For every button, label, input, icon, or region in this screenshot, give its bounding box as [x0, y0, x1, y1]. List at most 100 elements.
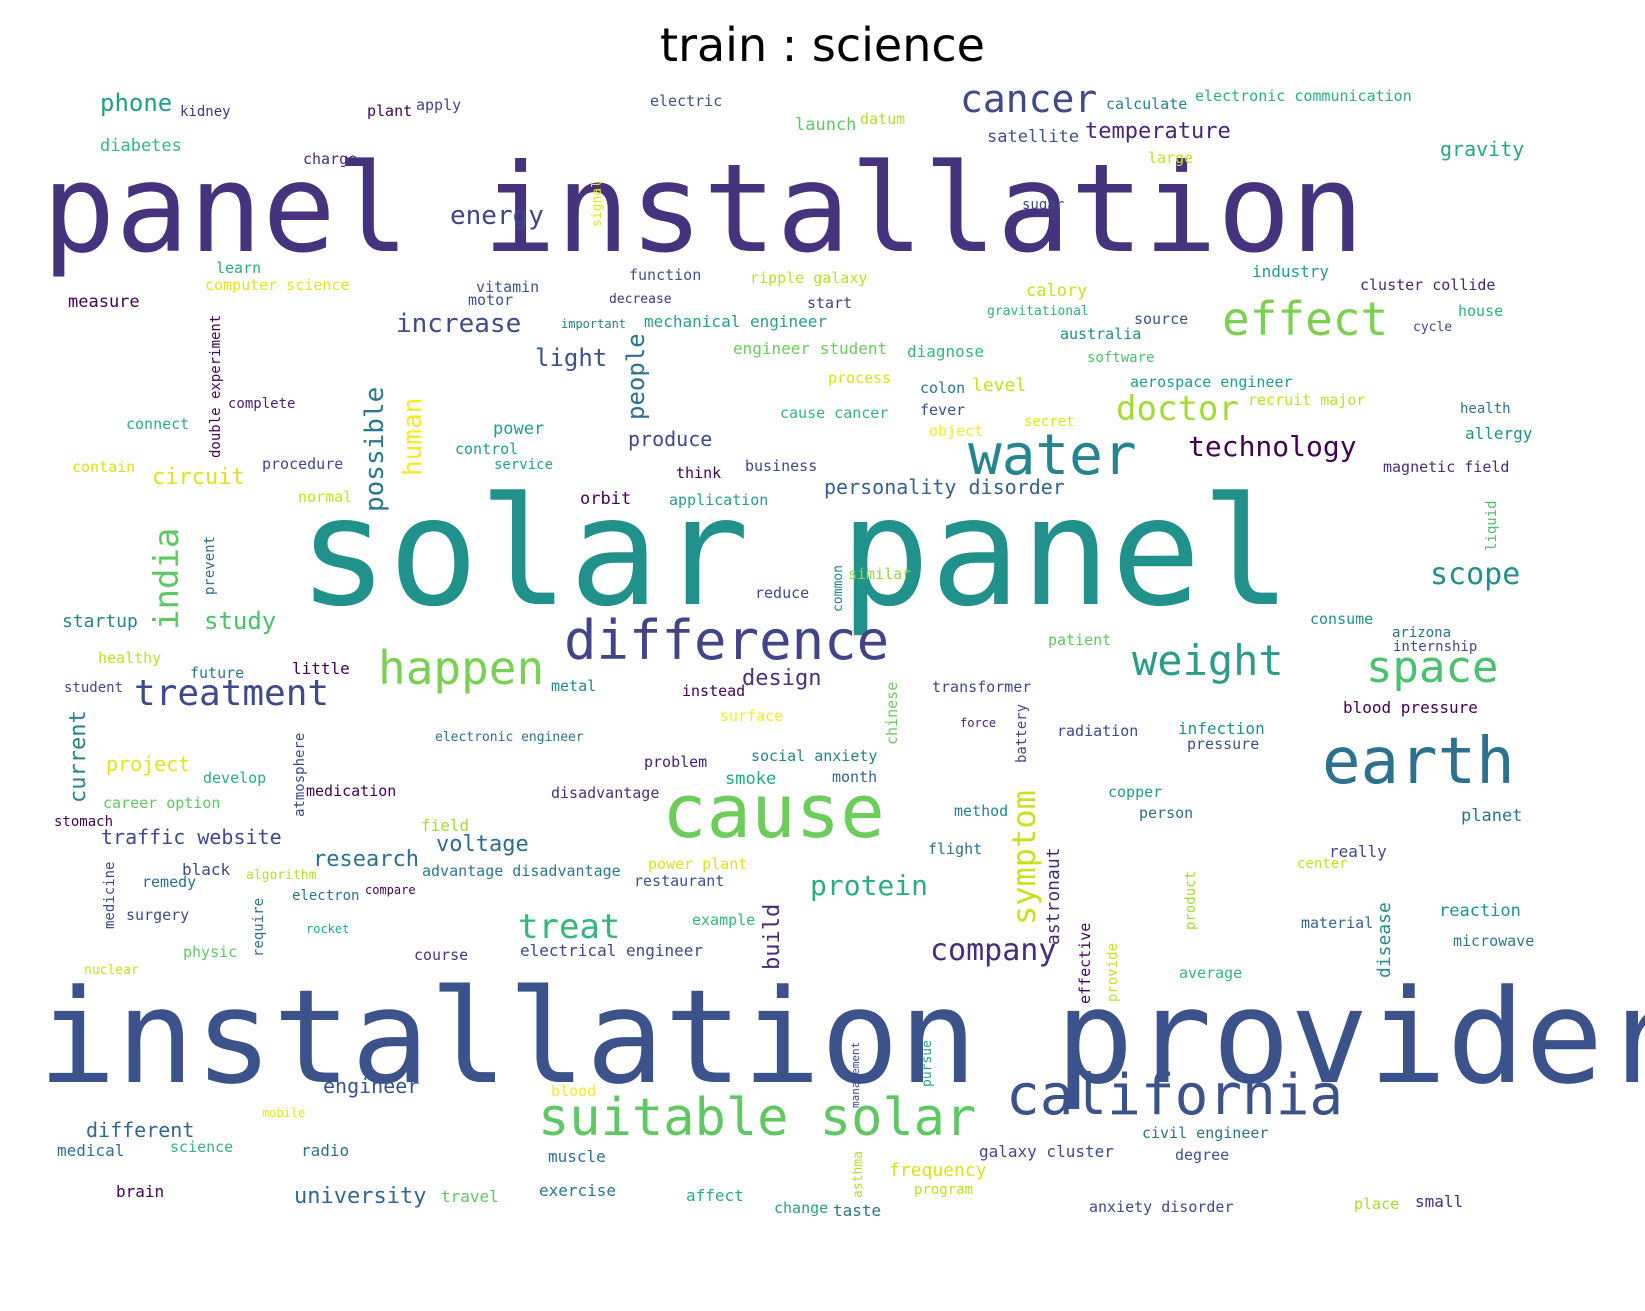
- cloud-word: blood: [551, 1082, 597, 1100]
- cloud-word: internship: [1393, 639, 1478, 655]
- cloud-word: california: [1006, 1063, 1344, 1128]
- cloud-word: installation provider: [38, 961, 1645, 1113]
- cloud-word: different: [86, 1118, 195, 1142]
- cloud-word: muscle: [548, 1147, 606, 1166]
- cloud-word: reduce: [755, 584, 810, 602]
- cloud-word: pursue: [920, 1040, 935, 1087]
- cloud-word: launch: [795, 115, 857, 135]
- cloud-word: student: [64, 680, 124, 696]
- cloud-word: current: [66, 710, 91, 803]
- cloud-word: effective: [1076, 922, 1094, 1004]
- cloud-word: aerospace engineer: [1130, 373, 1293, 391]
- cloud-word: fever: [920, 401, 966, 419]
- cloud-word: electronic engineer: [435, 730, 584, 745]
- cloud-word: electrical engineer: [520, 941, 704, 960]
- cloud-word: plant: [367, 102, 413, 120]
- cloud-word: month: [832, 768, 878, 786]
- cloud-word: average: [1179, 964, 1243, 982]
- cloud-word: taste: [833, 1201, 882, 1220]
- cloud-word: travel: [441, 1187, 499, 1206]
- cloud-word: cluster collide: [1360, 276, 1496, 294]
- cloud-word: electric: [650, 92, 723, 110]
- cloud-word: blood pressure: [1343, 698, 1478, 717]
- cloud-word: satellite: [987, 127, 1080, 147]
- cloud-word: future: [190, 664, 245, 682]
- cloud-word: personality disorder: [824, 475, 1065, 499]
- cloud-word: develop: [203, 769, 267, 787]
- cloud-word: flight: [928, 840, 983, 858]
- cloud-word: degree: [1175, 1146, 1230, 1164]
- cloud-word: calory: [1026, 281, 1088, 301]
- cloud-word: similar: [848, 565, 912, 583]
- cloud-word: treat: [518, 907, 621, 947]
- cloud-word: management: [849, 1041, 862, 1108]
- cloud-word: civil engineer: [1142, 1124, 1269, 1142]
- cloud-word: exercise: [539, 1181, 617, 1200]
- cloud-word: double experiment: [208, 314, 224, 458]
- cloud-word: decrease: [609, 292, 672, 307]
- cloud-word: galaxy cluster: [979, 1142, 1114, 1161]
- cloud-word: radiation: [1057, 722, 1139, 740]
- cloud-word: example: [692, 911, 756, 929]
- cloud-word: calculate: [1106, 95, 1188, 113]
- cloud-word: signal: [590, 180, 605, 227]
- cloud-word: frequency: [889, 1160, 987, 1181]
- cloud-word: little: [292, 659, 350, 678]
- cloud-word: pressure: [1187, 735, 1260, 753]
- cloud-word: nuclear: [84, 963, 139, 978]
- cloud-word: place: [1354, 1195, 1400, 1213]
- cloud-word: business: [745, 457, 818, 475]
- cloud-word: infection: [1178, 719, 1265, 738]
- cloud-word: colon: [920, 379, 966, 397]
- cloud-word: gravity: [1440, 137, 1525, 161]
- cloud-word: panel installation: [42, 138, 1365, 280]
- cloud-word: treatment: [134, 673, 330, 714]
- cloud-word: important: [561, 317, 627, 331]
- cloud-word: house: [1458, 302, 1504, 320]
- cloud-word: surface: [720, 707, 784, 725]
- cloud-word: battery: [1014, 703, 1030, 763]
- cloud-word: think: [676, 464, 722, 482]
- cloud-word: chinese: [883, 681, 901, 745]
- cloud-word: disadvantage: [551, 784, 660, 802]
- cloud-word: healthy: [98, 649, 162, 667]
- cloud-word: ripple galaxy: [750, 269, 868, 287]
- cloud-word: service: [494, 457, 554, 473]
- cloud-word: secret: [1024, 414, 1075, 430]
- cloud-word: provide: [1105, 942, 1121, 1002]
- cloud-word: level: [972, 375, 1027, 396]
- cloud-word: build: [760, 903, 785, 970]
- cloud-word: measure: [68, 292, 140, 312]
- cloud-word: metal: [551, 677, 597, 695]
- cloud-word: protein: [810, 869, 929, 902]
- cloud-word: microwave: [1453, 932, 1535, 950]
- cloud-word: design: [742, 666, 822, 691]
- cloud-word: really: [1329, 842, 1387, 861]
- cloud-word: cause cancer: [780, 404, 889, 422]
- cloud-word: planet: [1461, 806, 1523, 826]
- figure-title: train : science: [660, 18, 985, 72]
- cloud-word: black: [182, 860, 231, 879]
- cloud-word: mobile: [262, 1106, 306, 1120]
- cloud-word: engineer student: [733, 339, 888, 358]
- cloud-word: physic: [183, 943, 238, 961]
- cloud-word: orbit: [580, 489, 632, 509]
- cloud-word: symptom: [1005, 790, 1043, 925]
- cloud-word: connect: [126, 415, 190, 433]
- cloud-word: surgery: [126, 906, 190, 924]
- cloud-word: allergy: [1465, 424, 1533, 443]
- cloud-word: health: [1460, 401, 1511, 417]
- cloud-word: voltage: [436, 832, 529, 857]
- cloud-word: scope: [1430, 557, 1521, 592]
- cloud-word: method: [954, 802, 1009, 820]
- cloud-word: process: [828, 369, 892, 387]
- cloud-word: contain: [72, 458, 136, 476]
- cloud-word: copper: [1108, 783, 1163, 801]
- cloud-word: center: [1297, 856, 1348, 872]
- cloud-word: solar panel: [298, 466, 1292, 640]
- cloud-word: temperature: [1085, 119, 1231, 144]
- cloud-word: career option: [103, 794, 221, 812]
- cloud-word: australia: [1060, 325, 1142, 343]
- cloud-word: weight: [1132, 636, 1284, 685]
- cloud-word: reaction: [1439, 901, 1521, 921]
